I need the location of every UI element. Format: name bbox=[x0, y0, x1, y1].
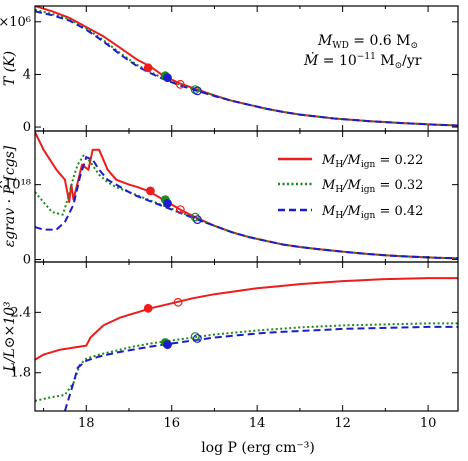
x-tick-labels: 18 16 14 12 10 bbox=[78, 416, 436, 431]
x-tick-label: 10 bbox=[420, 416, 437, 431]
y-tick-label: 1.8 bbox=[10, 366, 31, 381]
legend-label-042: MH/Mign = 0.42 bbox=[321, 204, 423, 221]
y-tick-label: 0 bbox=[23, 253, 31, 268]
marker-open-3 bbox=[175, 79, 185, 89]
marker-filled-2 bbox=[163, 198, 172, 208]
marker-open-5 bbox=[192, 334, 202, 343]
y-tick-label: 2.4 bbox=[10, 305, 31, 320]
panel-temperature: 0 4 8×10⁶ T (K) bbox=[0, 5, 459, 135]
marker-filled-2 bbox=[163, 73, 172, 83]
series-line-0.22 bbox=[35, 277, 458, 361]
panel-frame bbox=[34, 261, 459, 412]
marker-open-4 bbox=[190, 212, 200, 222]
marker-filled-2 bbox=[163, 340, 172, 350]
legend-label-022: MH/Mign = 0.22 bbox=[321, 153, 423, 170]
series-line-0.22 bbox=[35, 131, 458, 260]
marker-filled-0 bbox=[143, 303, 153, 313]
y-tick-label: 0 bbox=[23, 120, 31, 135]
x-tick-label: 12 bbox=[334, 416, 351, 431]
legend: MH/Mign = 0.22 MH/Mign = 0.32 MH/Mign = … bbox=[278, 153, 423, 221]
series-line-0.42 bbox=[35, 10, 458, 127]
series-line-0.22 bbox=[35, 6, 458, 127]
panel-luminosity: 1.8 2.4L/L⊙×10³ bbox=[2, 261, 459, 412]
y-tick-label: 8×10⁶ bbox=[0, 15, 31, 30]
x-tick-label: 18 bbox=[78, 416, 95, 431]
y-tick-label: 3×10¹⁸ bbox=[0, 178, 31, 193]
marker-open-4 bbox=[190, 332, 200, 341]
y-axis-label: L/L⊙×10³ bbox=[2, 301, 18, 373]
y-axis-label: εgrav · P [cgs] bbox=[2, 145, 18, 247]
series-line-0.32 bbox=[35, 322, 458, 402]
y-axis-label: T (K) bbox=[2, 51, 18, 86]
marker-filled-0 bbox=[143, 63, 153, 73]
marker-filled-0 bbox=[145, 186, 155, 196]
x-tick-label: 14 bbox=[249, 416, 266, 431]
mdot-annotation: Ṁ = 10−11 M⊙/yr bbox=[303, 51, 422, 71]
series-line-0.42 bbox=[63, 325, 458, 411]
marker-open-3 bbox=[173, 297, 183, 307]
series-group bbox=[35, 6, 458, 127]
marker-open-3 bbox=[175, 205, 185, 215]
x-tick-label: 16 bbox=[163, 416, 180, 431]
mwd-annotation: MWD = 0.6 M⊙ bbox=[317, 33, 418, 51]
marker-open-5 bbox=[192, 215, 202, 225]
y-tick-label: 4 bbox=[23, 67, 31, 82]
marker-open-4 bbox=[190, 85, 200, 94]
x-axis-label: log P (erg cm⁻³) bbox=[201, 440, 315, 456]
series-group bbox=[35, 277, 458, 411]
series-group bbox=[35, 131, 458, 260]
marker-open-5 bbox=[192, 86, 202, 96]
legend-label-032: MH/Mign = 0.32 bbox=[321, 178, 423, 195]
